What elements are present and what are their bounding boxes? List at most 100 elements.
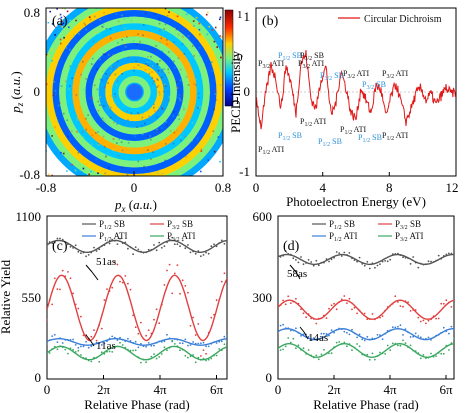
d-ytick-2: 300 <box>253 290 273 305</box>
data-point <box>417 266 420 269</box>
data-point <box>419 320 422 323</box>
heatmap-pixel <box>228 168 230 170</box>
data-point <box>72 348 74 351</box>
heatmap-pixel <box>69 65 71 68</box>
heatmap-pixel <box>93 31 96 34</box>
heatmap-pixel <box>194 200 196 202</box>
b-ann-5: P3/2 SB <box>320 71 344 82</box>
heatmap-pixel <box>147 109 149 112</box>
data-point <box>402 305 404 308</box>
heatmap-pixel <box>162 30 165 32</box>
heatmap-pixel <box>198 46 201 49</box>
panel-a-label: (a) <box>52 14 68 29</box>
data-point <box>72 292 74 295</box>
heatmap-pixel <box>97 118 100 121</box>
heatmap-pixel <box>158 69 160 72</box>
heatmap-pixel <box>78 141 81 143</box>
heatmap-pixel <box>71 77 73 80</box>
data-point <box>215 354 218 357</box>
heatmap-pixel <box>138 113 140 115</box>
heatmap-pixel <box>186 13 188 16</box>
data-point <box>343 251 346 254</box>
heatmap-pixel <box>149 135 151 137</box>
heatmap-pixel <box>108 54 110 56</box>
heatmap-pixel <box>61 23 64 26</box>
data-point <box>160 246 163 249</box>
heatmap-pixel <box>67 44 69 46</box>
heatmap-pixel <box>219 48 221 50</box>
heatmap-pixel <box>177 114 180 116</box>
data-point <box>147 342 150 344</box>
heatmap-pixel <box>183 108 185 110</box>
data-point <box>116 243 119 246</box>
panel-c-label: (c) <box>52 239 68 254</box>
data-point <box>453 257 454 259</box>
heatmap-pixel <box>67 176 69 178</box>
data-point <box>194 361 197 364</box>
heatmap-pixel <box>162 122 165 125</box>
data-point <box>176 243 179 246</box>
heatmap-pixel <box>79 177 81 179</box>
data-point <box>343 330 346 333</box>
heatmap-pixel <box>75 19 77 22</box>
heatmap-pixel <box>182 35 184 38</box>
heatmap-pixel <box>207 159 210 161</box>
heatmap-pixel <box>144 69 147 71</box>
data-point <box>179 349 181 352</box>
heatmap-pixel <box>150 55 152 58</box>
heatmap-pixel <box>88 16 91 18</box>
heatmap-pixel <box>69 19 72 22</box>
d-xtick-4: 6π <box>439 382 453 397</box>
data-point <box>155 357 158 360</box>
heatmap-pixel <box>75 130 78 133</box>
momentum-map <box>41 3 255 202</box>
heatmap-pixel <box>191 85 193 88</box>
heatmap-pixel <box>91 97 94 100</box>
c-ytick-3: 0 <box>35 370 42 385</box>
c-ylabel: Relative Yield <box>0 259 13 334</box>
heatmap-pixel <box>110 106 112 109</box>
data-point <box>155 308 158 311</box>
heatmap-pixel <box>158 22 161 25</box>
panel-a: (a) -0.8 0 0.8 0.8 0 -0.8 px (a.u.) pz (… <box>8 3 255 214</box>
heatmap-pixel <box>60 24 62 26</box>
heatmap-pixel <box>131 3 133 5</box>
heatmap-pixel <box>153 50 156 52</box>
data-point <box>397 325 399 328</box>
heatmap-pixel <box>198 28 201 31</box>
data-point <box>129 288 132 291</box>
heatmap-pixel <box>141 33 143 36</box>
heatmap-pixel <box>191 121 194 124</box>
b-xlabel: Photoelectron Energy (eV) <box>286 194 426 209</box>
heatmap-pixel <box>158 91 161 93</box>
heatmap-pixel <box>253 53 255 55</box>
b-ann-8: P3/2 ATI <box>382 69 408 80</box>
data-point <box>56 341 59 343</box>
data-point <box>399 324 402 327</box>
data-point <box>391 326 394 329</box>
heatmap-pixel <box>166 121 169 124</box>
data-point <box>192 341 195 343</box>
data-point <box>386 260 389 263</box>
heatmap-pixel <box>104 53 106 56</box>
data-point <box>333 331 335 334</box>
data-point <box>422 319 425 322</box>
heatmap-pixel <box>89 97 92 99</box>
heatmap-ring <box>52 10 217 174</box>
d-xtick-2: 2π <box>327 382 341 397</box>
heatmap-pixel <box>165 116 167 119</box>
heatmap-pixel <box>164 85 167 87</box>
data-point <box>292 257 295 260</box>
heatmap-pixel <box>116 142 118 144</box>
svg-text:P3/2 ATI: P3/2 ATI <box>343 69 369 80</box>
heatmap-pixel <box>102 119 104 122</box>
heatmap-pixel <box>41 57 43 59</box>
data-point <box>121 344 124 346</box>
heatmap-ring <box>92 49 177 135</box>
data-point <box>163 245 166 248</box>
heatmap-pixel <box>218 5 220 7</box>
heatmap-pixel <box>173 41 176 43</box>
heatmap-pixel <box>132 165 135 167</box>
heatmap-pixel <box>179 99 182 102</box>
heatmap-pixel <box>192 45 194 47</box>
